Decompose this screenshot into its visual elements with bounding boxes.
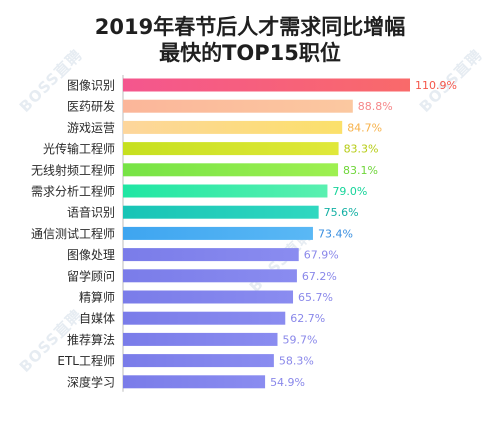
value-label: 59.7% — [282, 333, 317, 346]
bar — [123, 163, 339, 177]
bar — [123, 120, 343, 134]
category-label: 留学顾问 — [67, 268, 115, 283]
bar — [123, 311, 286, 325]
bar — [123, 205, 319, 219]
bar — [123, 99, 353, 113]
category-label: 通信测试工程师 — [31, 226, 115, 241]
category-label: 医药研发 — [67, 99, 115, 114]
category-label: 自媒体 — [79, 312, 115, 326]
category-label: 图像识别 — [67, 79, 115, 93]
value-label: 67.9% — [304, 249, 339, 262]
bar — [123, 78, 410, 92]
category-label: 无线射频工程师 — [31, 162, 115, 177]
bar — [123, 332, 278, 346]
value-label: 62.7% — [290, 312, 325, 325]
bar — [123, 375, 266, 389]
value-label: 75.6% — [324, 206, 359, 219]
bar — [123, 290, 294, 304]
chart-title: 2019年春节后人才需求同比增幅 最快的TOP15职位 — [0, 14, 500, 66]
value-label: 67.2% — [302, 270, 337, 283]
bar — [123, 354, 274, 368]
value-label: 65.7% — [298, 291, 333, 304]
value-label: 83.3% — [344, 143, 379, 156]
bar — [123, 248, 299, 262]
bar — [123, 184, 328, 198]
category-label: 需求分析工程师 — [31, 184, 115, 199]
value-label: 79.0% — [332, 185, 367, 198]
category-label: 精算师 — [79, 290, 115, 305]
value-label: 54.9% — [270, 376, 305, 389]
category-label: 推荐算法 — [67, 332, 115, 347]
category-label: ETL工程师 — [57, 353, 115, 368]
value-label: 58.3% — [279, 355, 314, 368]
bar — [123, 226, 313, 240]
category-label: 深度学习 — [67, 374, 115, 389]
value-label: 88.8% — [358, 100, 393, 113]
title-line-1: 2019年春节后人才需求同比增幅 — [94, 15, 406, 39]
category-label: 图像处理 — [67, 248, 115, 262]
value-label: 73.4% — [318, 227, 353, 240]
bar — [123, 269, 297, 283]
value-label: 110.9% — [415, 79, 457, 92]
title-line-2: 最快的TOP15职位 — [159, 41, 341, 65]
category-label: 光传输工程师 — [43, 141, 115, 156]
bar — [123, 142, 339, 156]
category-label: 语音识别 — [67, 205, 115, 220]
value-label: 83.1% — [343, 164, 378, 177]
value-label: 84.7% — [347, 121, 382, 134]
category-label: 游戏运营 — [67, 121, 115, 135]
